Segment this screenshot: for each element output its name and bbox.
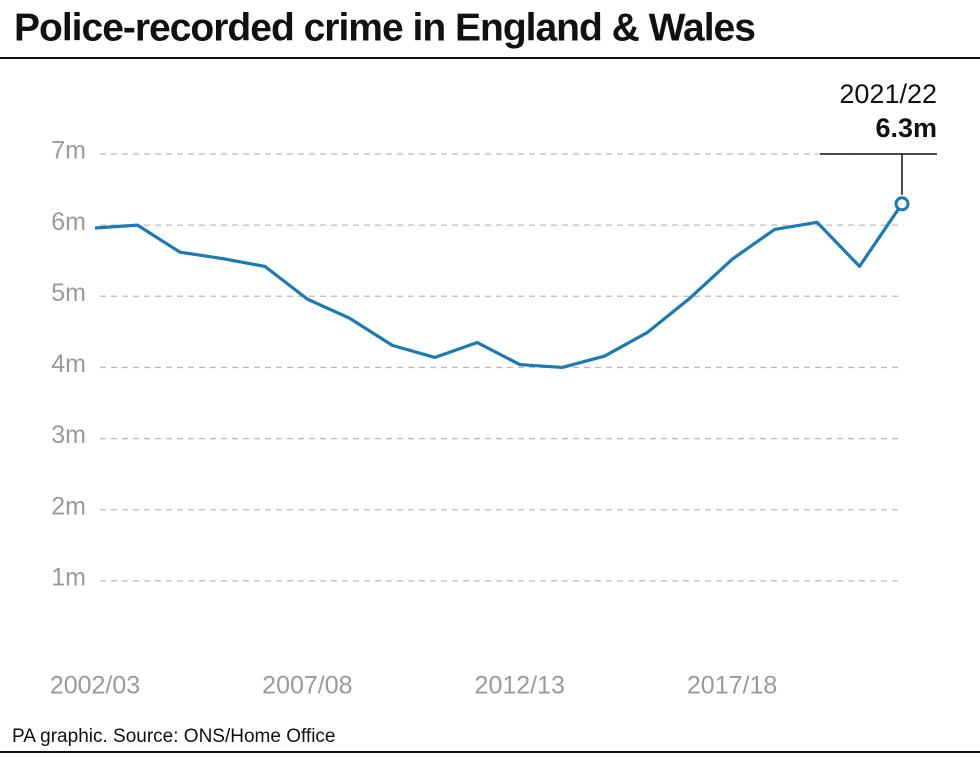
x-tick-label: 2007/08 (262, 672, 352, 700)
line-series (94, 202, 904, 370)
x-tick-label: 2012/13 (475, 672, 565, 700)
value-label: 6.3m (875, 113, 937, 143)
x-tick-label: 2017/18 (687, 672, 777, 700)
y-tick-label: 3m (51, 421, 86, 449)
y-tick-label: 5m (51, 279, 86, 307)
y-tick-label: 1m (51, 563, 86, 591)
y-tick-label: 7m (51, 137, 86, 165)
y-tick-label: 4m (51, 350, 86, 378)
y-tick-label: 6m (51, 208, 86, 236)
y-tick-label: 2m (51, 492, 86, 520)
source: PA graphic. Source: ONS/Home Office (12, 726, 336, 747)
x-tick-label: 2002/03 (50, 672, 140, 700)
chart-title: Police-recorded crime in England & Wales (14, 6, 755, 49)
annotation-label: 2021/22 (839, 79, 937, 109)
point-marker (894, 196, 910, 212)
